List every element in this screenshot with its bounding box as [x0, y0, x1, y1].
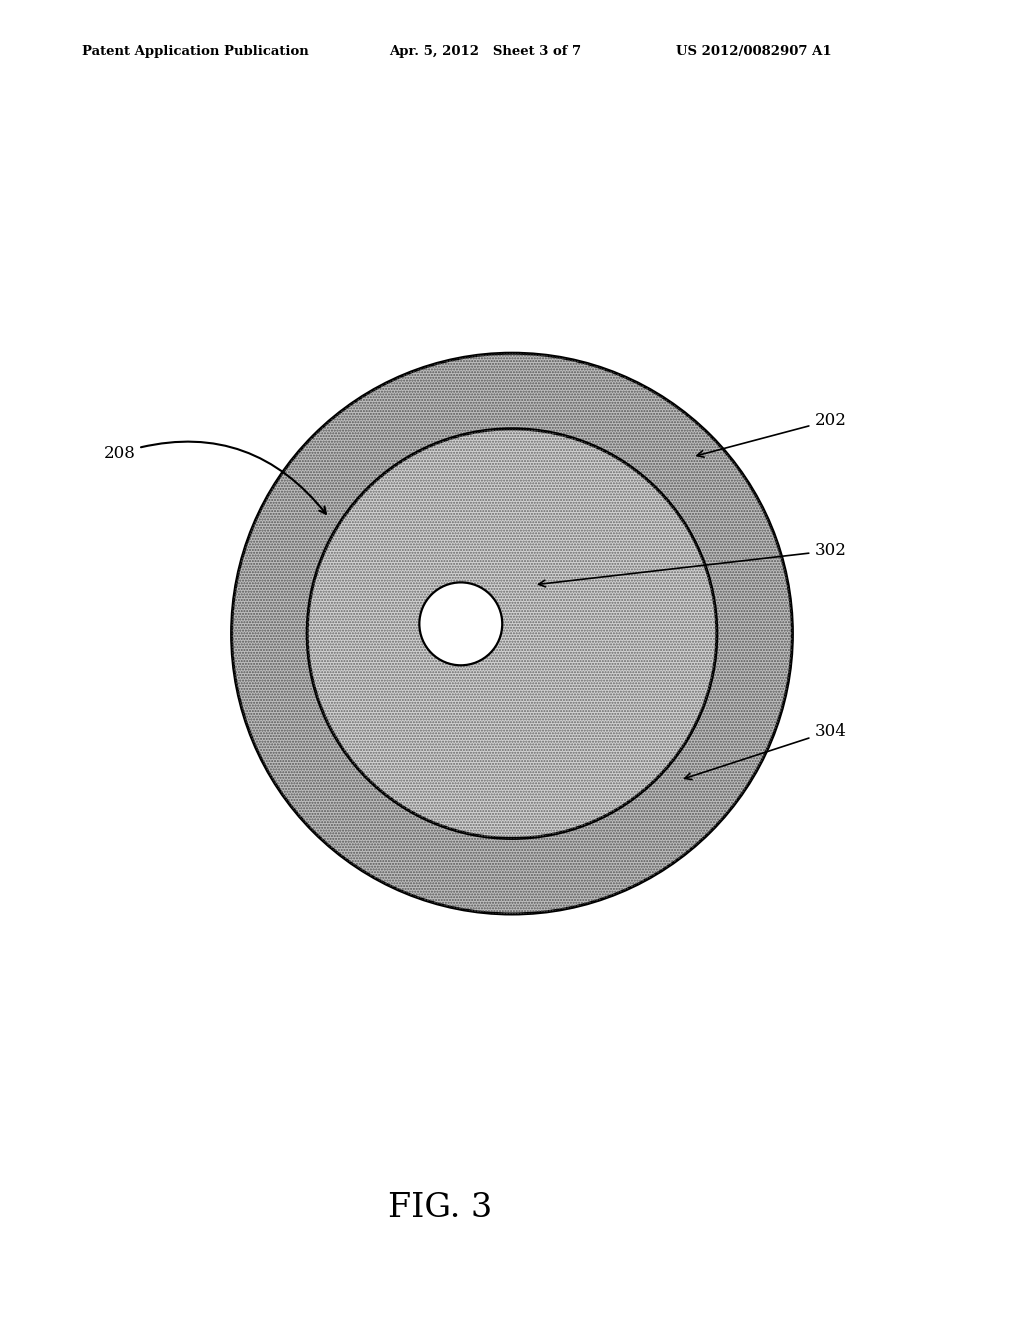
Text: 304: 304 [685, 722, 846, 780]
Text: FIG. 3: FIG. 3 [388, 1192, 493, 1224]
Text: 202: 202 [697, 412, 846, 457]
Text: Patent Application Publication: Patent Application Publication [82, 45, 308, 58]
Circle shape [307, 429, 717, 838]
Text: 208: 208 [103, 442, 326, 513]
Circle shape [231, 354, 793, 913]
Text: Apr. 5, 2012   Sheet 3 of 7: Apr. 5, 2012 Sheet 3 of 7 [389, 45, 582, 58]
Circle shape [420, 582, 502, 665]
Text: 302: 302 [539, 543, 846, 587]
Text: US 2012/0082907 A1: US 2012/0082907 A1 [676, 45, 831, 58]
